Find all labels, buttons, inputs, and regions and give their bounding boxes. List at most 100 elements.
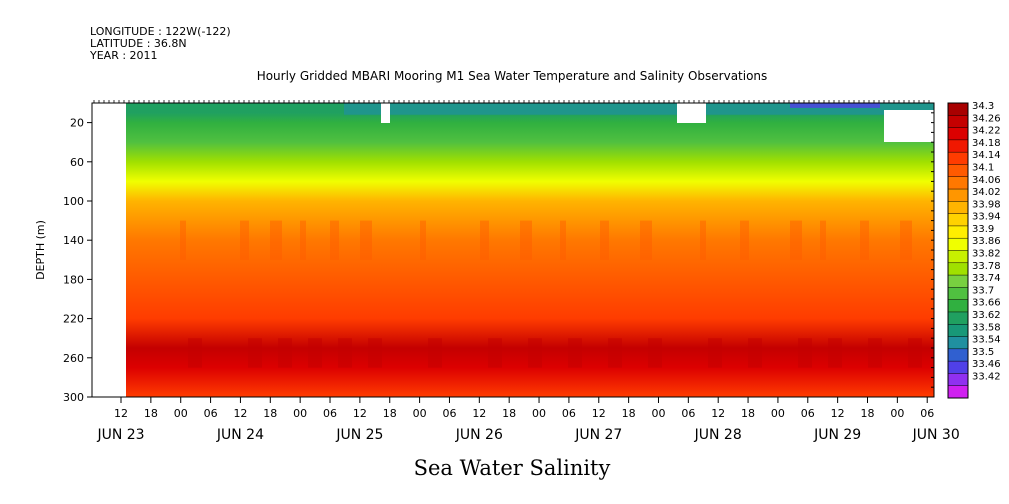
variation-streak <box>428 338 442 368</box>
variation-streak <box>708 338 722 368</box>
variation-streak <box>308 338 322 368</box>
colorbar-swatch <box>948 139 968 153</box>
variation-streak <box>748 338 762 368</box>
x-day-label: JUN 23 <box>96 427 144 443</box>
x-day-label: JUN 25 <box>335 427 383 443</box>
colorbar-label: 34.1 <box>972 162 994 173</box>
colorbar: 34.334.2634.2234.1834.1434.134.0634.0233… <box>947 101 1001 399</box>
colorbar-label: 34.18 <box>972 138 1001 149</box>
variation-streak <box>180 220 186 260</box>
variation-streak <box>480 220 489 260</box>
colorbar-swatch <box>948 201 968 215</box>
colorbar-label: 33.78 <box>972 261 1001 272</box>
variation-streak <box>360 220 372 260</box>
x-tick-label: 00 <box>890 407 904 420</box>
x-axis: 12 18 00 06 12 18 00 06 12 18 00 06 12 18 00 06 12 18 00 06… <box>96 397 960 443</box>
missing-data-gap <box>884 110 934 142</box>
variation-streak <box>488 338 502 368</box>
colorbar-label: 34.3 <box>972 101 994 112</box>
colorbar-label: 33.9 <box>972 224 994 235</box>
x-tick-label: 18 <box>861 407 875 420</box>
x-tick-label: 00 <box>532 407 546 420</box>
colorbar-label: 33.54 <box>972 335 1001 346</box>
missing-data-gap <box>677 103 706 123</box>
variation-streak <box>740 220 749 260</box>
x-tick-label: 18 <box>144 407 158 420</box>
x-tick-label: 00 <box>651 407 665 420</box>
x-day-label: JUN 24 <box>216 427 264 443</box>
colorbar-swatch <box>948 262 968 276</box>
colorbar-swatch <box>948 250 968 264</box>
y-axis: 20 60 100 140 180 220 260 300 <box>63 102 934 404</box>
temporal-variation <box>180 103 934 368</box>
variation-streak <box>560 220 566 260</box>
x-tick-label: 18 <box>263 407 277 420</box>
colorbar-swatch <box>948 127 968 141</box>
colorbar-swatch <box>948 213 968 227</box>
x-tick-label: 12 <box>233 407 247 420</box>
colorbar-label: 33.86 <box>972 236 1001 247</box>
x-day-label: JUN 29 <box>813 427 861 443</box>
y-tick-label: 60 <box>70 156 84 169</box>
variation-streak <box>860 220 869 260</box>
colorbar-swatch <box>948 385 968 399</box>
x-axis-label: Sea Water Salinity <box>414 456 611 480</box>
colorbar-label: 33.7 <box>972 285 994 296</box>
x-tick-label: 06 <box>920 407 934 420</box>
x-tick-label: 18 <box>502 407 516 420</box>
colorbar-label: 34.14 <box>972 150 1001 161</box>
variation-streak <box>278 338 292 368</box>
variation-streak <box>330 220 339 260</box>
latitude-label: LATITUDE : 36.8N <box>90 37 187 50</box>
x-tick-label: 18 <box>383 407 397 420</box>
longitude-label: LONGITUDE : 122W(-122) <box>90 25 231 38</box>
year-label: YEAR : 2011 <box>89 49 158 62</box>
variation-streak <box>600 220 609 260</box>
variation-streak <box>608 338 622 368</box>
colorbar-label: 34.02 <box>972 187 1001 198</box>
colorbar-label: 33.94 <box>972 212 1001 223</box>
x-tick-label: 06 <box>681 407 695 420</box>
colorbar-label: 33.66 <box>972 298 1001 309</box>
colorbar-swatch <box>948 115 968 129</box>
colorbar-label: 33.62 <box>972 310 1001 321</box>
variation-streak <box>528 338 542 368</box>
y-tick-label: 140 <box>63 234 84 247</box>
colorbar-swatch <box>948 189 968 202</box>
colorbar-swatch <box>948 225 968 239</box>
variation-streak <box>240 220 249 260</box>
variation-streak <box>820 220 826 260</box>
colorbar-swatch <box>948 164 968 178</box>
colorbar-label: 33.74 <box>972 273 1001 284</box>
x-tick-label: 06 <box>801 407 815 420</box>
colorbar-swatch <box>948 152 968 165</box>
x-tick-label: 12 <box>592 407 606 420</box>
y-tick-label: 180 <box>63 273 84 286</box>
colorbar-swatch <box>948 103 968 116</box>
colorbar-swatch <box>948 176 968 190</box>
y-tick-label: 220 <box>63 313 84 326</box>
x-tick-label: 18 <box>622 407 636 420</box>
x-tick-label: 00 <box>413 407 427 420</box>
variation-streak <box>640 220 652 260</box>
variation-streak <box>300 220 306 260</box>
colorbar-swatch <box>948 311 968 325</box>
x-day-label: JUN 27 <box>574 427 622 443</box>
x-tick-label: 06 <box>204 407 218 420</box>
x-tick-label: 00 <box>771 407 785 420</box>
x-tick-label: 12 <box>472 407 486 420</box>
y-tick-label: 100 <box>63 195 84 208</box>
colorbar-label: 33.46 <box>972 359 1001 370</box>
variation-streak <box>420 220 426 260</box>
variation-streak <box>568 338 582 368</box>
top-minor-ticks <box>93 100 930 103</box>
missing-data-gap <box>381 103 390 123</box>
y-tick-label: 300 <box>63 391 84 404</box>
variation-streak <box>900 220 912 260</box>
colorbar-swatch <box>948 238 968 251</box>
x-day-label: JUN 28 <box>694 427 742 443</box>
colorbar-label: 33.58 <box>972 322 1001 333</box>
colorbar-swatch <box>948 373 968 387</box>
variation-streak <box>790 220 802 260</box>
